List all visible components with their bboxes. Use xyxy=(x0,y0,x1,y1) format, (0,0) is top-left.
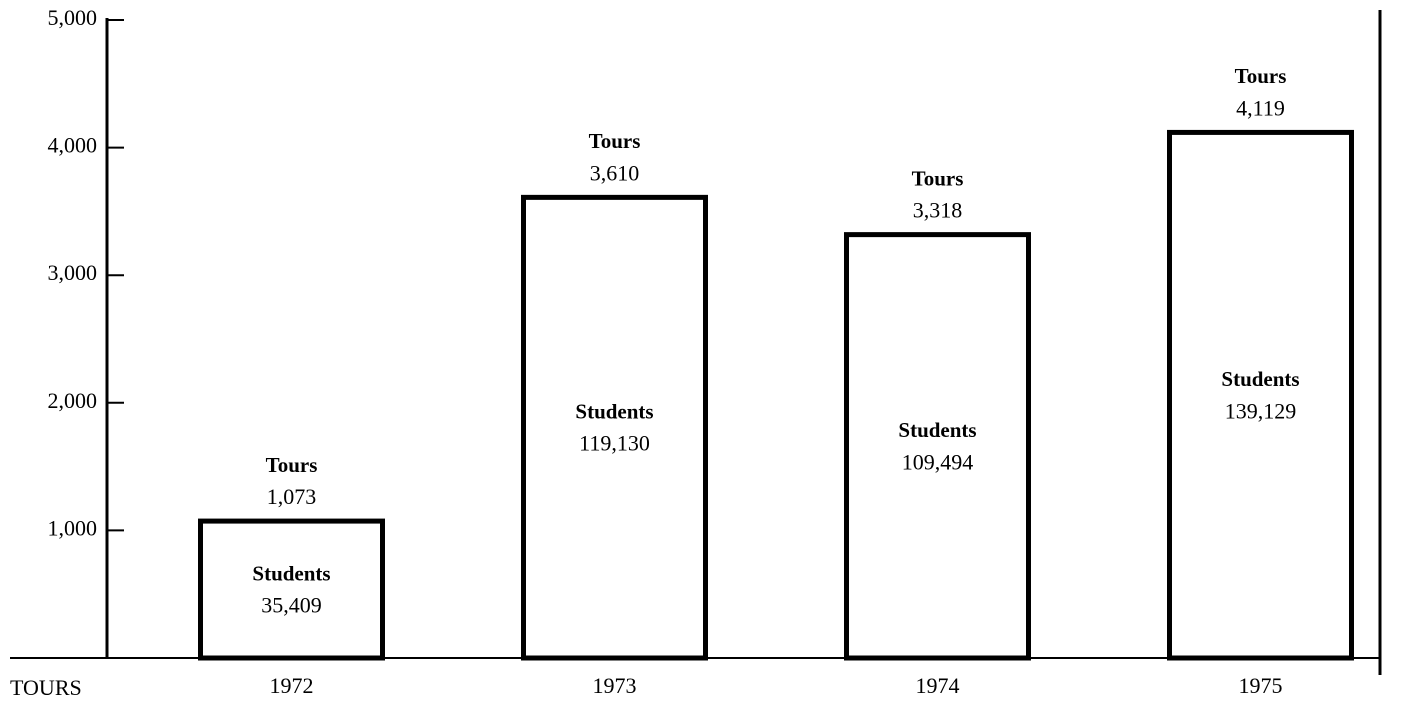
x-tick-label: 1973 xyxy=(593,673,637,698)
bar xyxy=(1167,129,1354,661)
students-value: 119,130 xyxy=(579,431,650,456)
bar xyxy=(521,194,708,661)
series-name: Tours xyxy=(266,453,318,477)
students-value: 139,129 xyxy=(1225,398,1297,423)
students-name: Students xyxy=(252,561,330,585)
series-name: Tours xyxy=(589,129,641,153)
students-value: 35,409 xyxy=(261,593,322,618)
value-label: 3,610 xyxy=(590,160,640,185)
bar xyxy=(198,518,385,661)
value-label: 1,073 xyxy=(267,484,317,509)
x-tick-label: 1974 xyxy=(916,673,960,698)
x-tick-label: 1972 xyxy=(270,673,314,698)
y-tick-label: 2,000 xyxy=(48,388,98,413)
y-axis-label: TOURS xyxy=(10,675,82,700)
y-tick-label: 4,000 xyxy=(48,133,98,158)
students-name: Students xyxy=(898,418,976,442)
series-name: Tours xyxy=(1235,64,1287,88)
students-value: 109,494 xyxy=(902,449,974,474)
y-tick-label: 1,000 xyxy=(48,515,98,540)
bar xyxy=(844,232,1031,661)
students-name: Students xyxy=(1221,367,1299,391)
y-tick-label: 5,000 xyxy=(48,5,98,30)
value-label: 3,318 xyxy=(913,198,963,223)
series-name: Tours xyxy=(912,166,964,190)
value-label: 4,119 xyxy=(1236,95,1285,120)
y-tick-label: 3,000 xyxy=(48,260,98,285)
students-name: Students xyxy=(575,399,653,423)
x-tick-label: 1975 xyxy=(1239,673,1283,698)
